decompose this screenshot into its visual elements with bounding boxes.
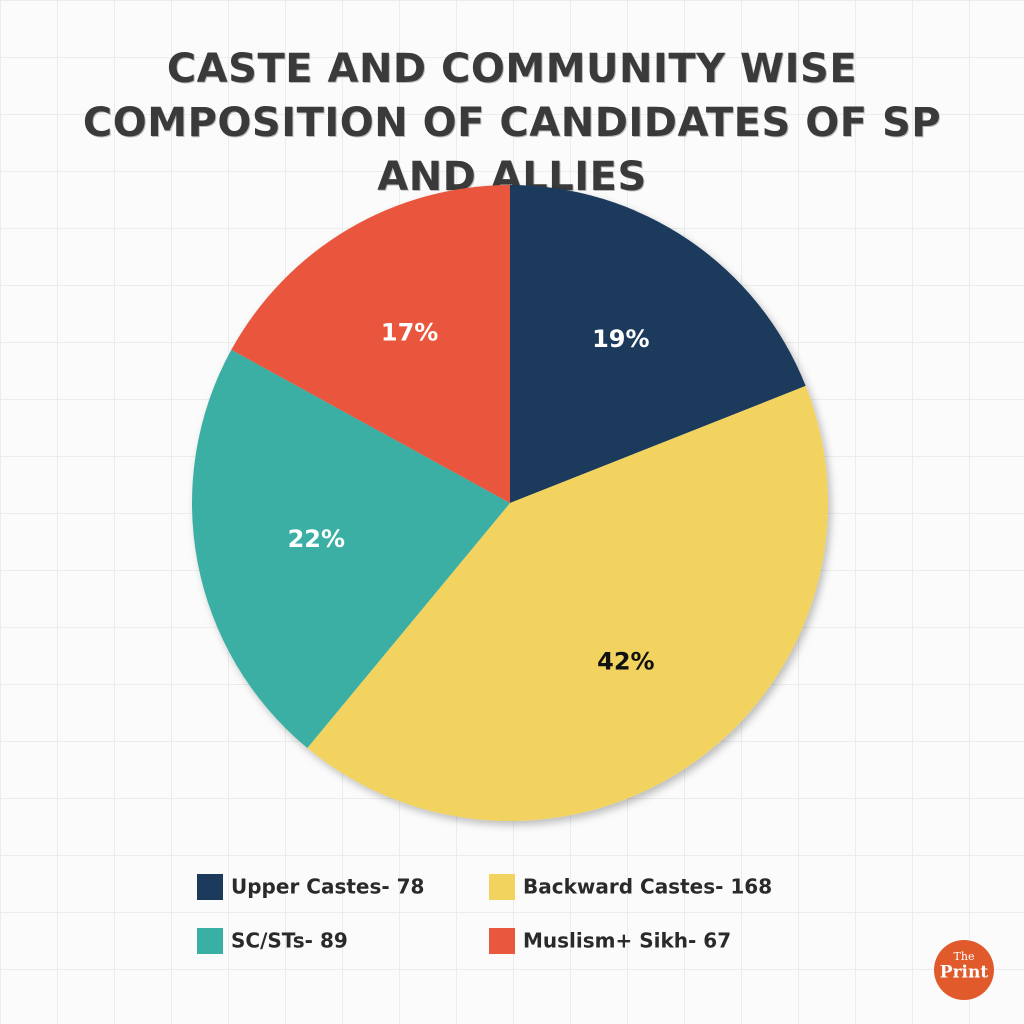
logo-top: The	[954, 950, 975, 963]
chart-title: CASTE AND COMMUNITY WISE COMPOSITION OF …	[82, 46, 942, 200]
legend-label: Muslism+ Sikh- 67	[523, 929, 731, 953]
slice-label: 42%	[597, 648, 654, 676]
legend-label: Backward Castes- 168	[523, 875, 772, 899]
legend-swatch	[197, 928, 223, 954]
slice-label: 22%	[288, 525, 345, 553]
legend-swatch	[489, 874, 515, 900]
slice-label: 19%	[592, 325, 649, 353]
pie-slice	[231, 185, 510, 503]
logo-bottom: Print	[940, 963, 989, 983]
logo-badge	[934, 940, 994, 1000]
legend-swatch	[197, 874, 223, 900]
legend-label: SC/STs- 89	[231, 929, 348, 953]
slice-label: 17%	[381, 318, 438, 346]
pie-slice	[510, 185, 806, 503]
pie-slice	[307, 385, 829, 821]
legend-label: Upper Castes- 78	[231, 875, 424, 899]
pie	[191, 185, 829, 821]
pie-slice	[191, 349, 510, 749]
legend-swatch	[489, 928, 515, 954]
